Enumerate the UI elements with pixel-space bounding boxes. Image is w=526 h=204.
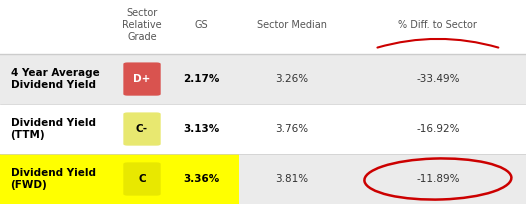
FancyBboxPatch shape xyxy=(123,62,161,96)
FancyBboxPatch shape xyxy=(160,154,239,204)
Text: -33.49%: -33.49% xyxy=(416,74,460,84)
FancyBboxPatch shape xyxy=(123,162,161,196)
Text: C-: C- xyxy=(136,124,148,134)
Text: -11.89%: -11.89% xyxy=(416,174,460,184)
Text: 4 Year Average
Dividend Yield: 4 Year Average Dividend Yield xyxy=(11,68,99,90)
Text: % Diff. to Sector: % Diff. to Sector xyxy=(399,20,477,30)
FancyBboxPatch shape xyxy=(0,104,526,154)
Text: 2.17%: 2.17% xyxy=(183,74,219,84)
Text: 3.76%: 3.76% xyxy=(276,124,308,134)
Text: -16.92%: -16.92% xyxy=(416,124,460,134)
FancyBboxPatch shape xyxy=(0,154,160,204)
Text: C: C xyxy=(138,174,146,184)
Text: 3.26%: 3.26% xyxy=(276,74,308,84)
FancyBboxPatch shape xyxy=(0,154,526,204)
Text: Dividend Yield
(FWD): Dividend Yield (FWD) xyxy=(11,168,96,190)
Text: D+: D+ xyxy=(133,74,151,84)
Text: 3.81%: 3.81% xyxy=(276,174,308,184)
Text: 3.13%: 3.13% xyxy=(183,124,219,134)
FancyBboxPatch shape xyxy=(0,0,526,54)
Text: Sector Median: Sector Median xyxy=(257,20,327,30)
Text: Dividend Yield
(TTM): Dividend Yield (TTM) xyxy=(11,118,96,140)
FancyBboxPatch shape xyxy=(123,112,161,146)
FancyBboxPatch shape xyxy=(0,54,526,104)
Text: GS: GS xyxy=(195,20,208,30)
Text: 3.36%: 3.36% xyxy=(183,174,219,184)
Text: Sector
Relative
Grade: Sector Relative Grade xyxy=(122,8,162,42)
